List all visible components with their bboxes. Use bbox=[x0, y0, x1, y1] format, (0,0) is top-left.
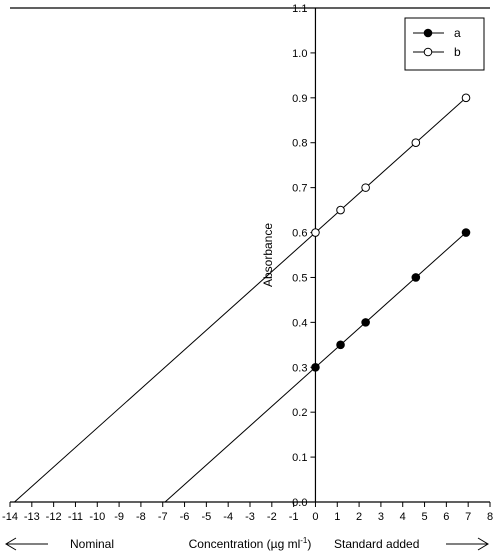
x-tick-label: 6 bbox=[443, 511, 449, 523]
x-tick-label: -7 bbox=[158, 511, 168, 523]
y-tick-label: 0.5 bbox=[292, 272, 307, 284]
data-point-series-a bbox=[336, 340, 345, 350]
data-point-series-b bbox=[336, 205, 345, 215]
y-axis-title: Absorbance bbox=[261, 223, 275, 287]
data-point-series-a bbox=[311, 362, 320, 372]
fit-lines-layer bbox=[14, 97, 467, 503]
legend-marker-b bbox=[423, 47, 433, 57]
y-tick-label: 1.1 bbox=[292, 3, 307, 15]
y-tick-label: 0.4 bbox=[292, 317, 307, 329]
x-tick-label: 5 bbox=[421, 511, 427, 523]
y-tick-label: 0.6 bbox=[292, 228, 307, 240]
x-tick-label: -6 bbox=[180, 511, 190, 523]
x-tick-label: -14 bbox=[2, 511, 18, 523]
x-tick-label: 4 bbox=[400, 511, 406, 523]
x-tick-label: 7 bbox=[465, 511, 471, 523]
x-axis-title-close: ) bbox=[307, 537, 311, 551]
y-tick-label: 1.0 bbox=[292, 48, 307, 60]
data-point-series-a bbox=[461, 228, 471, 237]
nominal-annotation: Nominal bbox=[5, 537, 114, 551]
x-tick-label: -4 bbox=[223, 511, 233, 523]
x-tick-label: 0 bbox=[312, 511, 318, 523]
x-axis-title: Concentration (µg ml-1) bbox=[189, 536, 312, 551]
x-tick-label: -13 bbox=[24, 511, 40, 523]
y-tick-label: 0.8 bbox=[292, 138, 307, 150]
x-tick-label: -12 bbox=[46, 511, 62, 523]
points-layer bbox=[311, 93, 471, 372]
data-point-series-b bbox=[461, 93, 471, 103]
axes-layer: -14 -13 -12 -11 -10 -9 -8 -7 -6 -5 -4 -3 -2 -1 0 1 2 3 4 5 6… bbox=[2, 3, 493, 523]
x-tick-label: -5 bbox=[201, 511, 211, 523]
legend-label-b: b bbox=[454, 45, 461, 59]
y-tick-label: 0.2 bbox=[292, 407, 307, 419]
standard-added-label: Standard added bbox=[334, 537, 419, 551]
legend-box bbox=[404, 17, 485, 71]
x-tick-label: -1 bbox=[289, 511, 299, 523]
data-point-series-b bbox=[361, 183, 370, 192]
data-point-series-b bbox=[311, 228, 320, 237]
data-point-series-a bbox=[411, 273, 421, 282]
data-point-series-a bbox=[361, 318, 370, 327]
legend-label-a: a bbox=[454, 26, 461, 40]
fit-line-series-b bbox=[14, 97, 467, 503]
x-tick-label: -2 bbox=[267, 511, 277, 523]
y-tick-label: 0.7 bbox=[292, 183, 307, 195]
legend: a b bbox=[404, 17, 485, 71]
x-tick-label: 3 bbox=[378, 511, 384, 523]
x-tick-label: -9 bbox=[114, 511, 124, 523]
y-tick-label: 0.9 bbox=[292, 93, 307, 105]
legend-marker-a bbox=[423, 28, 433, 38]
data-point-series-b bbox=[411, 138, 421, 148]
x-tick-label: -3 bbox=[245, 511, 255, 523]
x-axis-title-superscript: -1 bbox=[300, 536, 308, 545]
x-tick-label: -8 bbox=[136, 511, 146, 523]
standard-added-annotation: Standard added bbox=[334, 537, 489, 551]
x-tick-label: -11 bbox=[68, 511, 83, 523]
nominal-label: Nominal bbox=[70, 537, 114, 551]
right-arrow-head bbox=[477, 537, 489, 551]
x-tick-label: 8 bbox=[487, 511, 493, 523]
x-tick-label: 2 bbox=[356, 511, 362, 523]
x-tick-label: -10 bbox=[89, 511, 105, 523]
left-arrow-head bbox=[5, 537, 17, 551]
y-tick-label: 0.0 bbox=[292, 497, 307, 509]
y-tick-label: 0.1 bbox=[292, 452, 307, 464]
x-tick-label: 1 bbox=[334, 511, 340, 523]
y-tick-label: 0.3 bbox=[292, 362, 307, 374]
x-axis-title-main: Concentration (µg ml bbox=[189, 537, 301, 551]
